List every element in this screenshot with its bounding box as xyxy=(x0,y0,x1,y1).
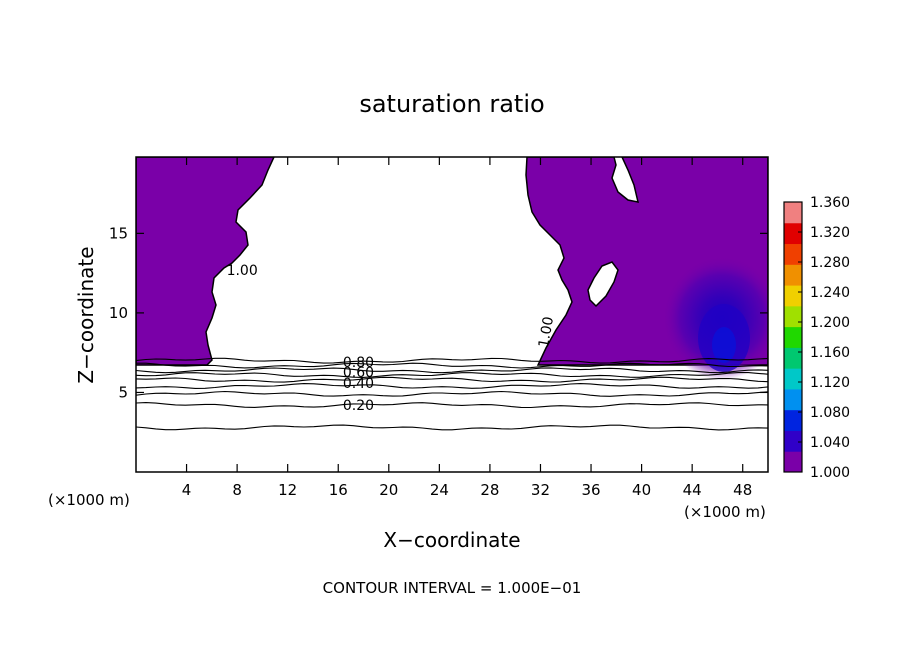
x-tick-label: 40 xyxy=(632,481,651,499)
x-tick-label: 28 xyxy=(480,481,499,499)
colorbar-swatch xyxy=(784,388,802,411)
colorbar-swatch xyxy=(784,430,802,452)
y-tick-label: 15 xyxy=(109,224,128,242)
contour-line xyxy=(136,372,768,378)
x-tick-label: 32 xyxy=(531,481,550,499)
contour-line xyxy=(136,383,768,389)
colorbar-swatch xyxy=(784,243,802,265)
x-axis-label: X−coordinate xyxy=(383,528,520,552)
contour-lines xyxy=(136,357,768,431)
contour-line xyxy=(136,367,768,374)
colorbar-swatch xyxy=(784,305,802,328)
x-tick-label: 16 xyxy=(329,481,348,499)
contour-line xyxy=(136,424,768,431)
colorbar-swatch xyxy=(784,451,802,473)
colorbar-swatch xyxy=(784,264,802,286)
contour-label: 0.20 xyxy=(343,398,374,414)
colorbar-tick-label: 1.240 xyxy=(810,285,850,301)
colorbar-swatch xyxy=(784,347,802,369)
colorbar-tick-label: 1.280 xyxy=(810,255,850,271)
contour-label: 0.40 xyxy=(343,376,374,392)
x-tick-label: 48 xyxy=(733,481,752,499)
x-tick-label: 24 xyxy=(430,481,449,499)
contour-line xyxy=(136,362,768,369)
x-tick-label: 20 xyxy=(379,481,398,499)
contour-line xyxy=(136,376,768,383)
x-unit-right: (×1000 m) xyxy=(684,503,766,521)
x-tick-label: 4 xyxy=(182,481,192,499)
colorbar-frame xyxy=(783,201,803,473)
colorbar-tick-label: 1.200 xyxy=(810,315,850,331)
y-tick-label: 10 xyxy=(109,304,128,322)
contour-label: 0.80 xyxy=(343,355,374,371)
colorbar: 1.000 1.040 1.080 1.120 1.160 1.200 1.240 1.280… xyxy=(783,195,850,481)
contour-line xyxy=(136,402,768,409)
chart-title: saturation ratio xyxy=(359,90,544,118)
y-tick-label: 5 xyxy=(118,383,128,401)
colorbar-swatch xyxy=(784,202,802,224)
colorbar-swatch xyxy=(784,368,802,390)
colorbar-tick-label: 1.320 xyxy=(810,225,850,241)
colorbar-tick-label: 1.120 xyxy=(810,375,850,391)
plot-frame xyxy=(135,156,769,473)
x-unit-left: (×1000 m) xyxy=(48,491,130,509)
colorbar-tick-label: 1.160 xyxy=(810,345,850,361)
colorbar-tick-label: 1.360 xyxy=(810,195,850,211)
contour-interval-footer: CONTOUR INTERVAL = 1.000E−01 xyxy=(323,579,582,597)
contour-label: 1.00 xyxy=(536,315,557,348)
x-tick-label: 36 xyxy=(581,481,600,499)
x-tick-label: 8 xyxy=(232,481,242,499)
contour-field: 1.00 1.00 0.800.600.40 0.20 xyxy=(136,157,768,472)
contour-line xyxy=(136,390,768,397)
colorbar-swatch xyxy=(784,409,802,431)
colorbar-tick-label: 1.000 xyxy=(810,465,850,481)
x-tick-label: 12 xyxy=(278,481,297,499)
x-tick-label: 44 xyxy=(683,481,702,499)
colorbar-tick-label: 1.040 xyxy=(810,435,850,451)
y-axis-label: Z−coordinate xyxy=(74,246,98,383)
white-bubble xyxy=(587,261,619,308)
colorbar-tick-label: 1.080 xyxy=(810,405,850,421)
contour-line xyxy=(136,357,768,364)
contour-label: 1.00 xyxy=(227,263,258,279)
x-axis: 4 8 12 16 20 24 28 32 36 40 44 48 xyxy=(182,157,752,499)
colorbar-swatch xyxy=(784,326,802,348)
colorbar-swatch xyxy=(784,285,802,307)
colorbar-swatch xyxy=(784,222,802,245)
y-axis: 5 10 15 xyxy=(109,224,768,401)
contour-label: 0.60 xyxy=(343,365,374,381)
